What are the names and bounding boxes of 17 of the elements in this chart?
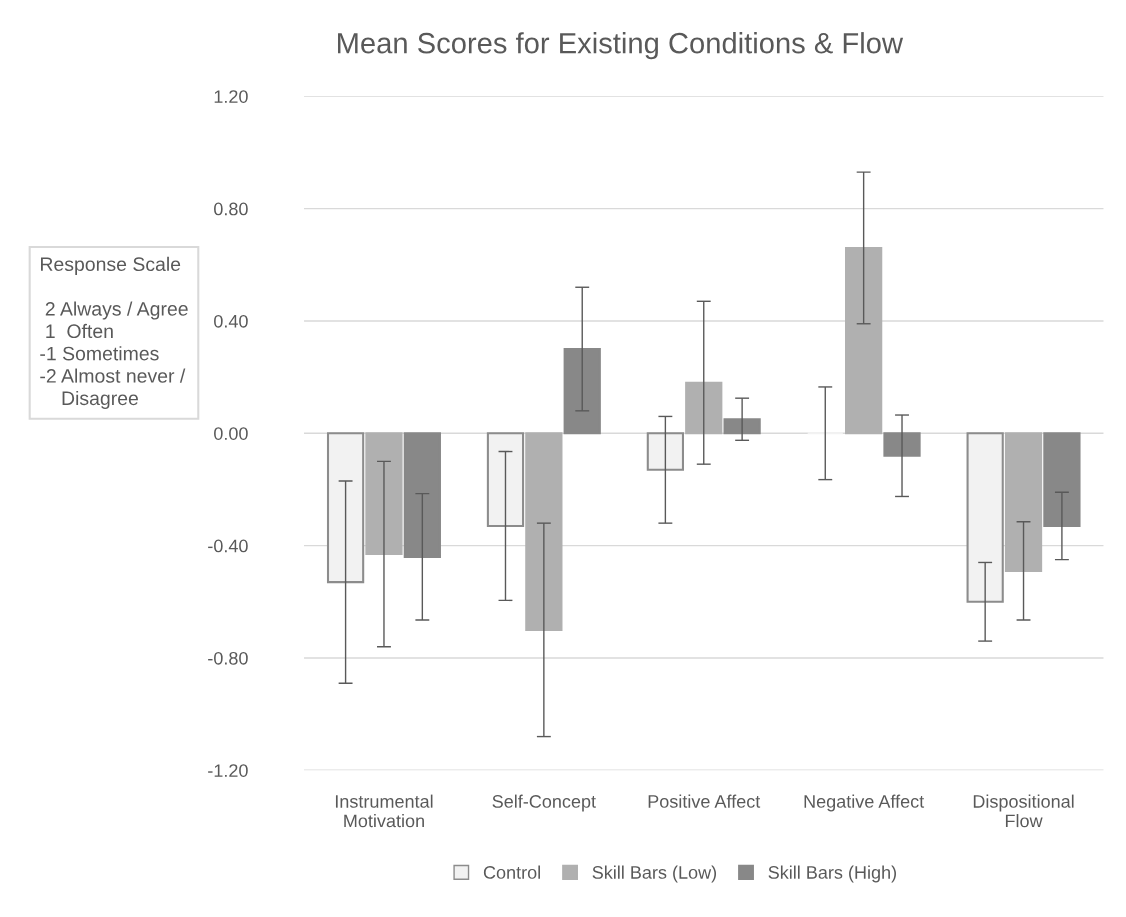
y-tick-label: -1.20 (208, 764, 248, 777)
y-tick-label: 0.80 (214, 202, 248, 216)
y-tick-label: 0.40 (214, 314, 248, 328)
chart-title: Mean Scores for Existing Conditions & Flow (338, 32, 904, 60)
legend-label: Skill Bars (Low) (592, 865, 717, 883)
x-tick-label: Positive Affect (648, 794, 761, 808)
y-tick-label: -0.80 (208, 651, 248, 665)
y-tick-label: -0.40 (208, 539, 248, 553)
x-tick-label: Dispositional Flow (973, 794, 1074, 828)
legend-label: Skill Bars (High) (768, 865, 896, 883)
x-tick-label: Negative Affect (804, 794, 925, 812)
text: Response Scale 2 Always / Agree 1 Often -1 Sometimes -2 Almost never / Disagree (40, 256, 188, 410)
x-tick-label: Self-Concept (492, 794, 596, 812)
legend-label: Control (483, 865, 540, 879)
x-tick-label: Instrumental Motivation (335, 794, 433, 828)
y-tick-label: 0.00 (214, 427, 248, 440)
y-tick-label: 1.20 (214, 90, 248, 104)
